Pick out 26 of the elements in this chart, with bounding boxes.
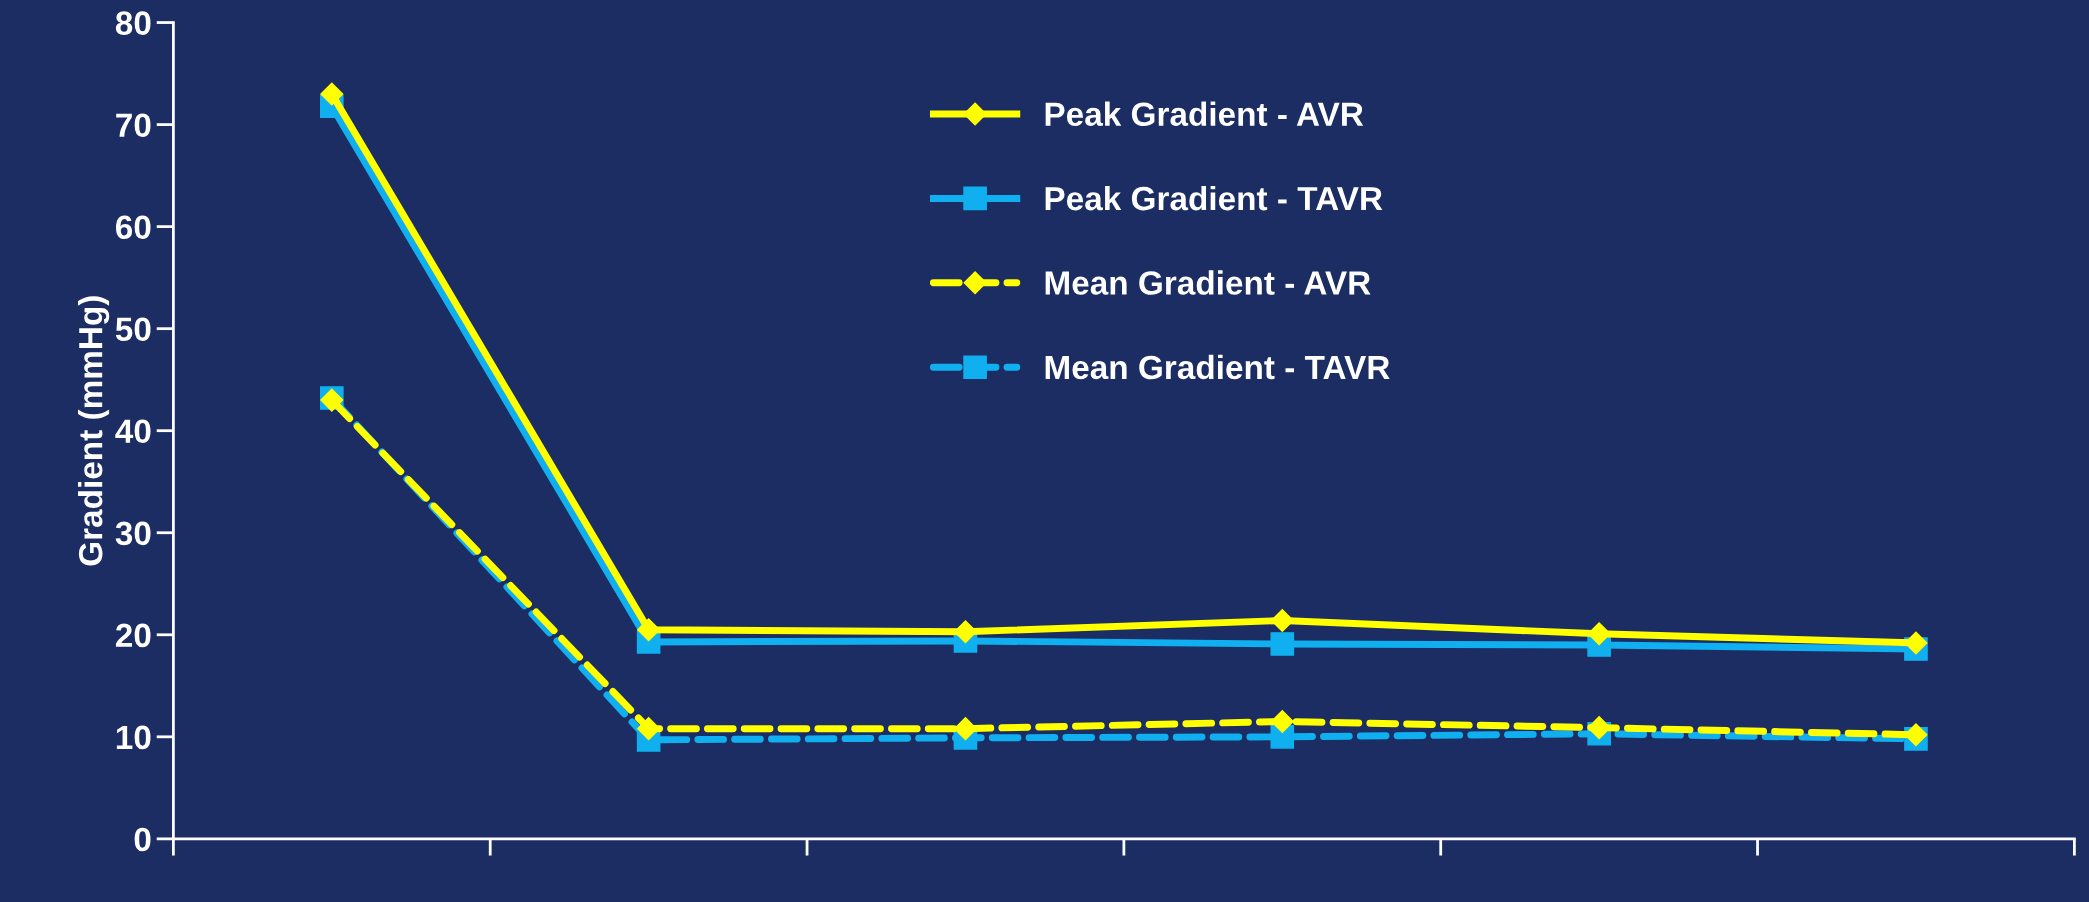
y-tick-label: 40 (115, 419, 151, 444)
point (1270, 710, 1294, 734)
y-tick-label: 20 (115, 623, 151, 648)
legend-label: Peak Gradient - AVR (1045, 101, 1364, 127)
y-tick-label: 30 (115, 521, 151, 546)
legend-label: Peak Gradient - TAVR (1045, 185, 1383, 211)
point (1270, 725, 1295, 749)
point (953, 717, 977, 741)
y-tick-label: 50 (115, 317, 151, 342)
point (637, 618, 661, 642)
point (1587, 716, 1611, 740)
legend-label: Mean Gradient - TAVR (1045, 354, 1390, 380)
y-tick-label: 60 (116, 215, 151, 240)
y-tick-label: 80 (115, 11, 151, 35)
point (1270, 608, 1294, 632)
y-tick-label: 10 (116, 725, 151, 750)
y-axis-title: Gradient (mmHg) (78, 296, 110, 566)
point (637, 717, 661, 741)
y-tick-label: 0 (134, 827, 151, 852)
point (320, 82, 344, 106)
point (1587, 622, 1611, 646)
legend-label: Mean Gradient - AVR (1045, 270, 1371, 295)
point (1904, 631, 1928, 655)
point (1270, 632, 1295, 656)
point (953, 620, 977, 644)
y-tick-label: 70 (116, 113, 151, 137)
